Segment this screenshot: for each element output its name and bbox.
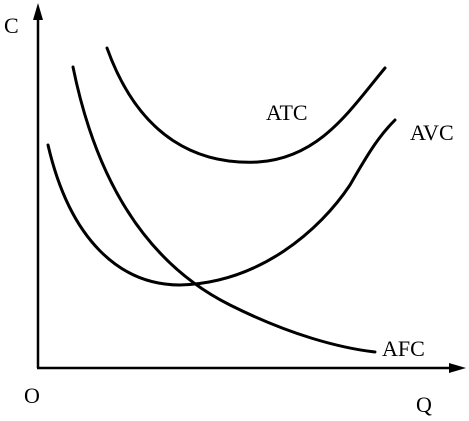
x-axis-label: Q: [416, 392, 432, 417]
curve-label: AFC: [382, 336, 425, 361]
origin-label: O: [24, 383, 40, 408]
y-axis-arrow: [33, 3, 43, 20]
afc-curve: [71, 65, 377, 354]
curve-label: AVC: [410, 120, 454, 145]
y-axis-label: C: [4, 13, 19, 38]
atc-curve: [105, 46, 387, 164]
avc-curve: [46, 118, 397, 287]
x-axis-arrow: [449, 363, 466, 373]
curve-label: ATC: [266, 100, 308, 125]
